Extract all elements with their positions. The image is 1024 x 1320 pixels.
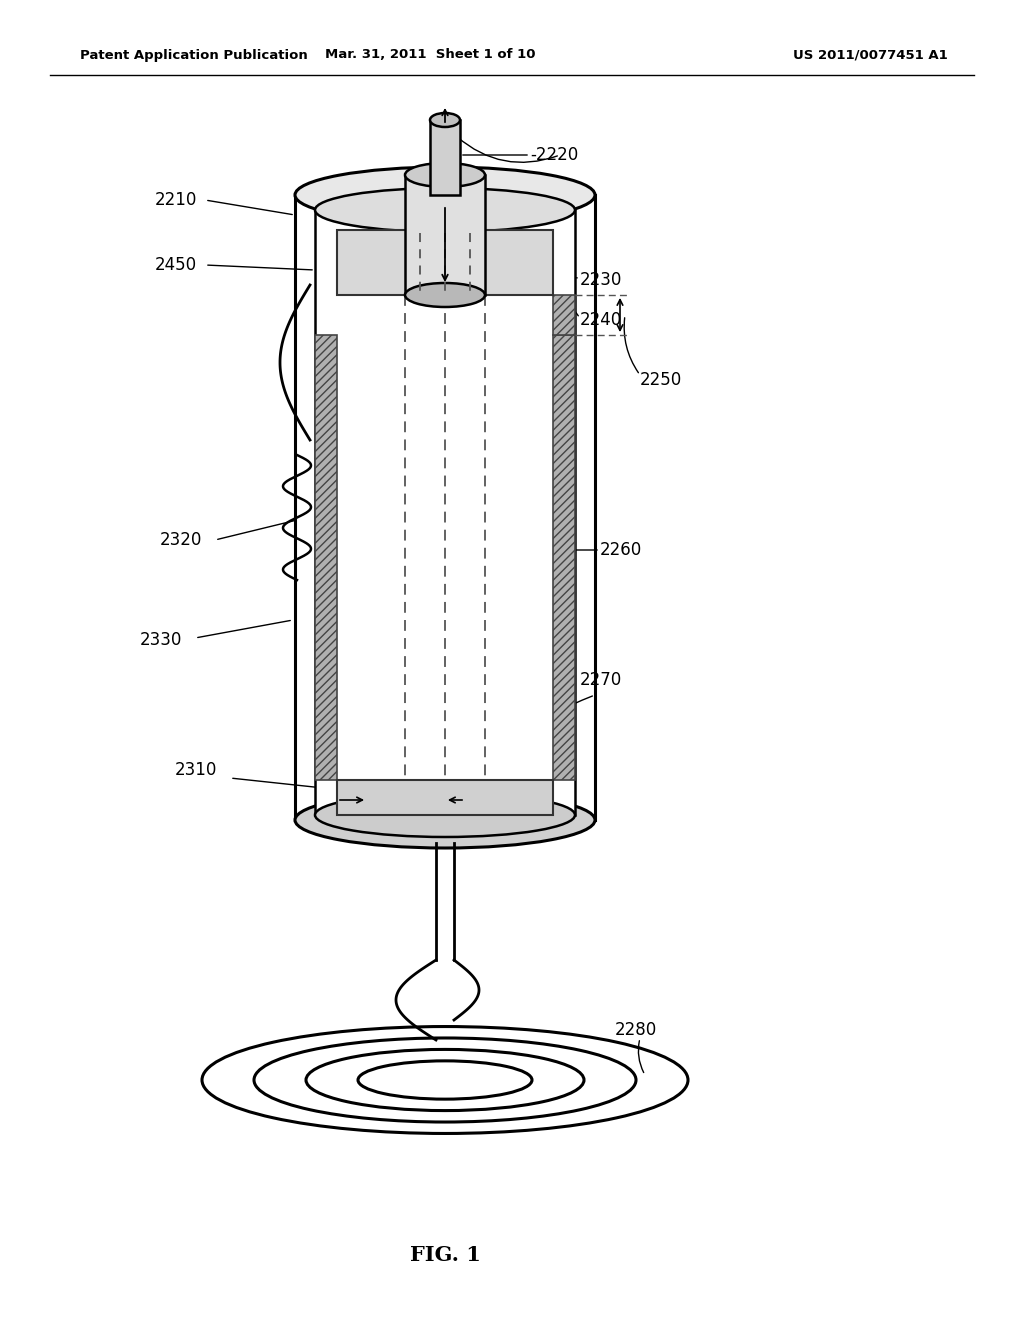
Text: 2260: 2260 (600, 541, 642, 558)
Bar (553, 294, 575, 335)
Text: 2210: 2210 (155, 191, 198, 209)
Text: -2220: -2220 (530, 147, 579, 164)
Text: 2250: 2250 (640, 371, 682, 389)
Bar (430, 120, 460, 195)
Bar (553, 335, 575, 780)
Text: 2280: 2280 (615, 1020, 657, 1039)
Text: FIG. 1: FIG. 1 (410, 1245, 480, 1265)
Bar (295, 195, 595, 820)
Ellipse shape (430, 114, 460, 127)
Bar (337, 780, 553, 814)
Ellipse shape (295, 792, 595, 847)
Ellipse shape (406, 282, 485, 308)
Text: 2240: 2240 (580, 312, 623, 329)
Ellipse shape (295, 168, 595, 223)
Text: 2310: 2310 (175, 762, 217, 779)
Bar (315, 210, 575, 814)
Text: 2320: 2320 (160, 531, 203, 549)
Ellipse shape (315, 187, 575, 232)
Text: Mar. 31, 2011  Sheet 1 of 10: Mar. 31, 2011 Sheet 1 of 10 (325, 49, 536, 62)
Text: 2270: 2270 (580, 671, 623, 689)
Text: US 2011/0077451 A1: US 2011/0077451 A1 (793, 49, 947, 62)
Text: 2230: 2230 (580, 271, 623, 289)
Bar (337, 230, 553, 294)
Bar (406, 176, 485, 294)
Text: 2450: 2450 (155, 256, 198, 275)
Text: Patent Application Publication: Patent Application Publication (80, 49, 308, 62)
Text: 2330: 2330 (140, 631, 182, 649)
Bar (315, 335, 337, 780)
Ellipse shape (406, 162, 485, 187)
Ellipse shape (315, 793, 575, 837)
